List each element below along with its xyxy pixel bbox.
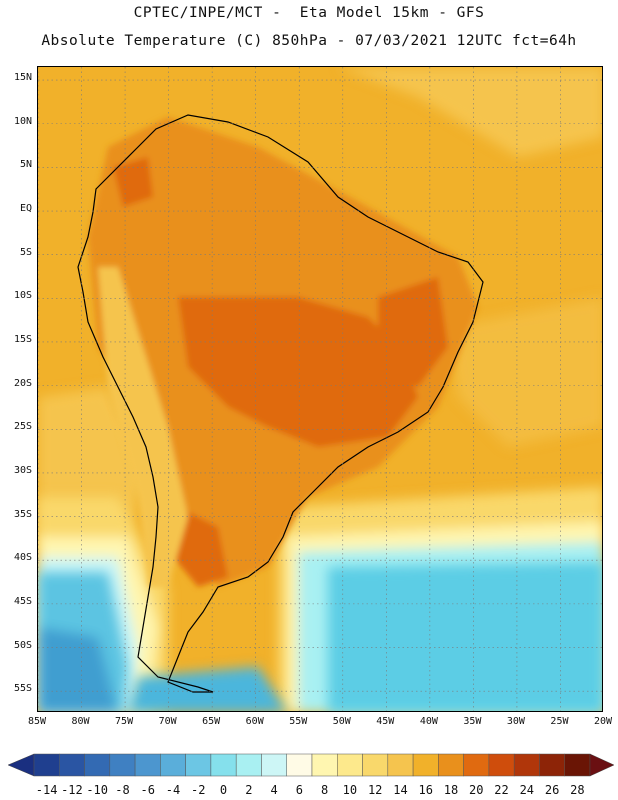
colorbar-segment [235,753,262,777]
colorbar-tick-label: 16 [418,783,433,797]
lon-tick-label: 25W [550,716,569,727]
north-atlantic-band [338,67,602,157]
lat-tick-label: 45S [13,595,32,607]
patagonia-hot-area [173,507,228,587]
pacific-colder-area [38,627,118,711]
lon-tick-label: 65W [202,716,221,727]
colombia-hot-area [113,157,153,207]
colorbar-tick-label: -6 [140,783,155,797]
lon-tick-label: 20W [593,716,613,727]
lon-tick-label: 55W [289,716,308,727]
lat-tick-label: EQ [19,203,32,215]
colorbar-tick-label: 8 [321,783,329,797]
lat-tick-label: 35S [13,508,32,520]
drake-cold-area [128,667,287,711]
colorbar-segment [59,753,85,777]
lat-tick-label: 30S [13,464,32,476]
temperature-field [38,67,602,711]
colorbar-tick-label: -10 [86,783,109,797]
lat-tick-label: 25S [13,421,32,433]
colorbar-segment [463,753,490,777]
colorbar-tick-label: -12 [61,783,83,797]
lat-tick-label: 50S [13,639,32,651]
colorbar-segment [311,753,338,777]
colorbar-segment [438,753,464,777]
lon-tick-label: 40W [419,716,438,727]
lat-tick-label: 20S [13,377,32,389]
colorbar-tick-label: 10 [342,783,358,797]
colorbar-under-arrow [7,753,35,777]
colorbar-segment [185,753,212,777]
colorbar-segment [387,753,414,777]
colorbar-segment [362,753,389,777]
lon-tick-label: 60W [245,716,264,727]
colorbar-segment [33,753,60,777]
lat-tick-label: 10S [13,290,32,302]
colorbar-tick-label: -4 [165,783,181,797]
colorbar-segment [109,753,136,777]
colorbar-segment [84,753,111,777]
lon-tick-label: 35W [463,716,482,727]
colorbar-tick-label: 18 [443,783,459,797]
lat-tick-label: 55S [13,683,32,695]
coastline [77,114,484,693]
colorbar-segment [564,753,591,777]
colorbar-tick-label: 0 [219,783,228,797]
central-hot-area [178,297,418,447]
colorbar-tick-label: -2 [191,783,206,797]
map-subtitle: Absolute Temperature (C) 850hPa - 07/03/… [41,33,577,49]
lat-tick-label: 5N [19,159,32,171]
colorbar-tick-label: 24 [519,783,535,797]
colorbar-tick-label: 6 [295,783,303,797]
colorbar-segment [261,753,287,777]
colorbar-over-arrow [589,753,615,777]
colorbar [7,753,615,777]
colorbar-tick-label: 22 [494,783,509,797]
atlantic-cold-area [328,562,602,711]
colorbar-tick-label: 2 [245,783,253,797]
tropical-atlantic-band [448,297,602,447]
temperature-map [37,66,603,712]
lat-tick-label: 5S [19,246,32,258]
colorbar-tick-label: 28 [570,783,585,797]
colorbar-tick-label: -14 [35,783,58,797]
lon-tick-label: 80W [71,716,90,727]
colorbar-tick-label: 26 [544,783,560,797]
lon-tick-label: 85W [27,716,47,727]
colorbar-tick-label: 14 [393,783,408,797]
colorbar-segment [488,753,515,777]
colorbar-segment [286,753,313,777]
lon-tick-label: 70W [158,716,177,727]
lon-tick-label: 50W [332,716,351,727]
colorbar-segment [539,753,565,777]
colorbar-tick-label: -8 [115,783,130,797]
colorbar-segment [412,753,439,777]
andes-cool-strip [98,267,188,587]
lat-tick-label: 15S [13,333,32,345]
lon-tick-label: 75W [115,716,134,727]
lon-tick-label: 30W [506,716,525,727]
colorbar-segment [134,753,161,777]
lat-tick-label: 10N [13,115,32,127]
lon-tick-label: 45W [376,716,395,727]
lat-tick-label: 15N [13,72,32,84]
map-title: CPTEC/INPE/MCT - Eta Model 15km - GFS [133,5,485,21]
northeast-hot-area [378,277,448,387]
colorbar-segment [160,753,186,777]
colorbar-tick-label: 20 [469,783,484,797]
colorbar-tick-label: 12 [367,783,383,797]
colorbar-segment [210,753,237,777]
colorbar-tick-label: 4 [270,783,278,797]
colorbar-segment [513,753,540,777]
lat-tick-label: 40S [13,552,32,564]
colorbar-segment [337,753,363,777]
